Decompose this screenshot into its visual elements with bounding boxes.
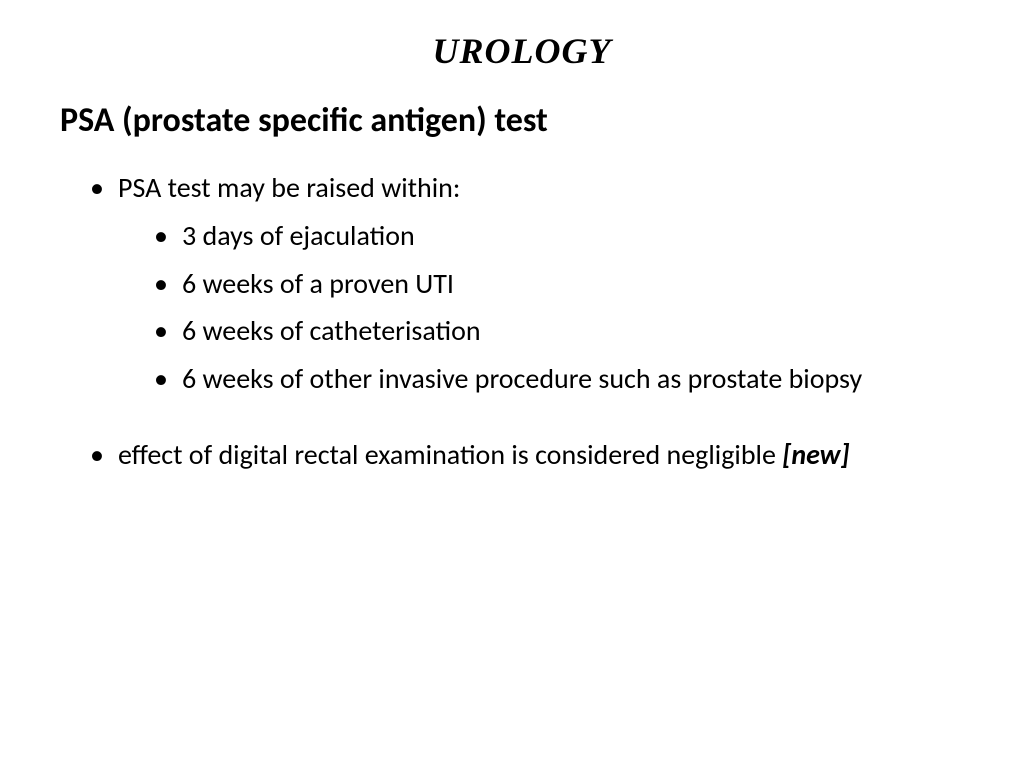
slide-subtitle: PSA (prostate specific antigen) test: [60, 100, 974, 141]
spacer: [70, 408, 974, 436]
sub-bullet-item: 6 weeks of a proven UTI: [154, 265, 974, 303]
bullet-text: PSA test may be raised within:: [118, 170, 460, 205]
bullet-item-2: effect of digital rectal examination is …: [90, 436, 974, 474]
new-tag: [new]: [782, 437, 849, 472]
sub-bullet-item: 3 days of ejaculation: [154, 217, 974, 255]
sub-bullet-item: 6 weeks of catheterisation: [154, 312, 974, 350]
sub-bullet-item: 6 weeks of other invasive procedure such…: [154, 360, 974, 398]
bullet-list-level2: 3 days of ejaculation 6 weeks of a prove…: [118, 217, 974, 398]
bullet-list-level1: PSA test may be raised within: 3 days of…: [70, 169, 974, 398]
slide-title: UROLOGY: [70, 30, 974, 72]
bullet-list-level1-cont: effect of digital rectal examination is …: [70, 436, 974, 474]
slide-container: UROLOGY PSA (prostate specific antigen) …: [0, 0, 1024, 768]
bullet-text: effect of digital rectal examination is …: [118, 437, 782, 472]
bullet-item-1: PSA test may be raised within: 3 days of…: [90, 169, 974, 398]
